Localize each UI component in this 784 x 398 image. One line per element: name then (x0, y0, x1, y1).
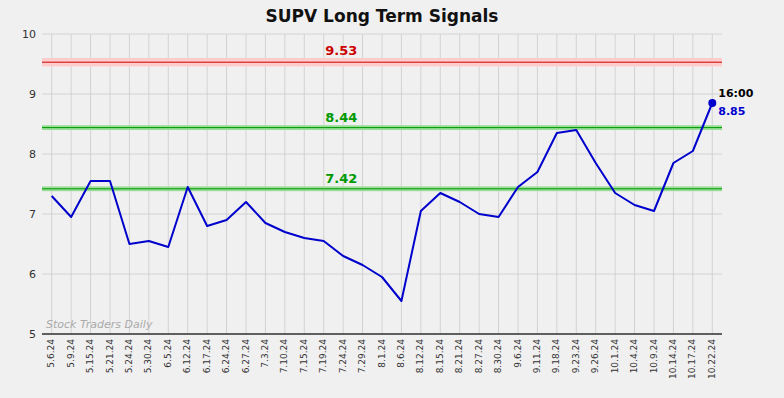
grid-line (654, 34, 655, 334)
reference-band (42, 58, 722, 66)
x-tick-label: 8.21.24 (454, 339, 464, 374)
x-tick-label: 5.6.24 (46, 339, 56, 368)
y-tick-label: 5 (29, 328, 36, 341)
x-tick-label: 7.19.24 (318, 339, 328, 374)
reference-label: 9.53 (325, 43, 357, 58)
grid (42, 34, 722, 334)
grid-line (537, 34, 538, 334)
grid-line (304, 34, 305, 334)
x-tick-label: 6.17.24 (202, 339, 212, 374)
grid-line (673, 34, 674, 334)
x-tick-label: 5.9.24 (66, 339, 76, 368)
x-tick-label: 8.6.24 (396, 339, 406, 368)
grid-line (401, 34, 402, 334)
grid-line (382, 34, 383, 334)
y-tick-label: 8 (29, 148, 36, 161)
x-tick-label: 5.21.24 (105, 339, 115, 374)
x-axis: 5.6.24 5.9.24 5.15.24 5.21.24 5.24.24 5.30.24… (46, 339, 717, 379)
annotation: 8.85 (718, 105, 745, 118)
y-tick-label: 7 (29, 208, 36, 221)
annotation: 16:00 (718, 87, 753, 100)
x-tick-label: 9.23.24 (571, 339, 581, 374)
grid-line (187, 34, 188, 334)
last-point (708, 99, 716, 107)
grid-line (265, 34, 266, 334)
grid-line (459, 34, 460, 334)
reference-line (42, 127, 722, 128)
chart: 5 6 7 8 9 10 5.6.24 5.9.24 5.15.24 5.21.24 5.24.24… (0, 0, 784, 398)
grid-line (634, 34, 635, 334)
grid-line (576, 34, 577, 334)
x-tick-label: 6.5.24 (163, 339, 173, 368)
x-tick-label: 7.3.24 (260, 339, 270, 368)
grid-line (71, 34, 72, 334)
x-tick-label: 6.24.24 (221, 339, 231, 374)
grid-line (440, 34, 441, 334)
grid-line (615, 34, 616, 334)
reference-band (42, 186, 722, 191)
grid-line (90, 34, 91, 334)
reference-label: 8.44 (325, 110, 357, 125)
grid-line (518, 34, 519, 334)
x-tick-label: 10.17.24 (687, 339, 697, 379)
grid-line (148, 34, 149, 334)
reference-label: 7.42 (325, 171, 357, 186)
x-tick-label: 9.11.24 (532, 339, 542, 374)
x-tick-label: 6.27.24 (241, 339, 251, 374)
x-tick-label: 10.9.24 (649, 339, 659, 374)
background (0, 0, 784, 398)
x-tick-label: 8.1.24 (377, 339, 387, 368)
x-tick-label: 8.27.24 (474, 339, 484, 374)
reference-line (42, 62, 722, 63)
grid-line (692, 34, 693, 334)
x-tick-label: 9.6.24 (513, 339, 523, 368)
reference-band (42, 125, 722, 130)
grid-line (168, 34, 169, 334)
x-tick-label: 7.24.24 (338, 339, 348, 374)
y-tick-label: 9 (29, 88, 36, 101)
x-tick-label: 9.26.24 (590, 339, 600, 374)
grid-line (246, 34, 247, 334)
x-tick-label: 5.30.24 (143, 339, 153, 374)
grid-line (42, 334, 722, 335)
grid-line (556, 34, 557, 334)
x-tick-label: 8.30.24 (493, 339, 503, 374)
reference-line (42, 188, 722, 189)
x-tick-label: 6.12.24 (182, 339, 192, 374)
x-tick-label: 8.15.24 (435, 339, 445, 374)
y-axis: 5 6 7 8 9 10 (22, 28, 36, 341)
x-tick-label: 8.12.24 (415, 339, 425, 374)
x-tick-label: 9.18.24 (551, 339, 561, 374)
x-tick-label: 10.14.24 (668, 339, 678, 379)
grid-line (129, 34, 130, 334)
x-tick-label: 7.10.24 (279, 339, 289, 374)
line (52, 103, 713, 301)
x-tick-label: 10.4.24 (629, 339, 639, 374)
x-tick-label: 7.15.24 (299, 339, 309, 374)
grid-line (284, 34, 285, 334)
plot-area (42, 58, 722, 301)
y-tick-label: 10 (22, 28, 36, 41)
title: SUPV Long Term Signals (266, 6, 499, 26)
x-tick-label: 5.24.24 (124, 339, 134, 374)
grid-line (479, 34, 480, 334)
x-tick-label: 7.29.24 (357, 339, 367, 374)
x-tick-label: 10.22.24 (707, 339, 717, 379)
grid-line (595, 34, 596, 334)
grid-line (323, 34, 324, 334)
watermark: Stock Traders Daily (46, 318, 153, 331)
grid-line (226, 34, 227, 334)
grid-line (420, 34, 421, 334)
x-tick-label: 5.15.24 (85, 339, 95, 374)
grid-line (207, 34, 208, 334)
grid-line (362, 34, 363, 334)
x-tick-label: 10.1.24 (610, 339, 620, 374)
grid-line (51, 34, 52, 334)
grid-line (712, 34, 713, 334)
x-axis-line (42, 333, 722, 335)
y-tick-label: 6 (29, 268, 36, 281)
grid-line (498, 34, 499, 334)
